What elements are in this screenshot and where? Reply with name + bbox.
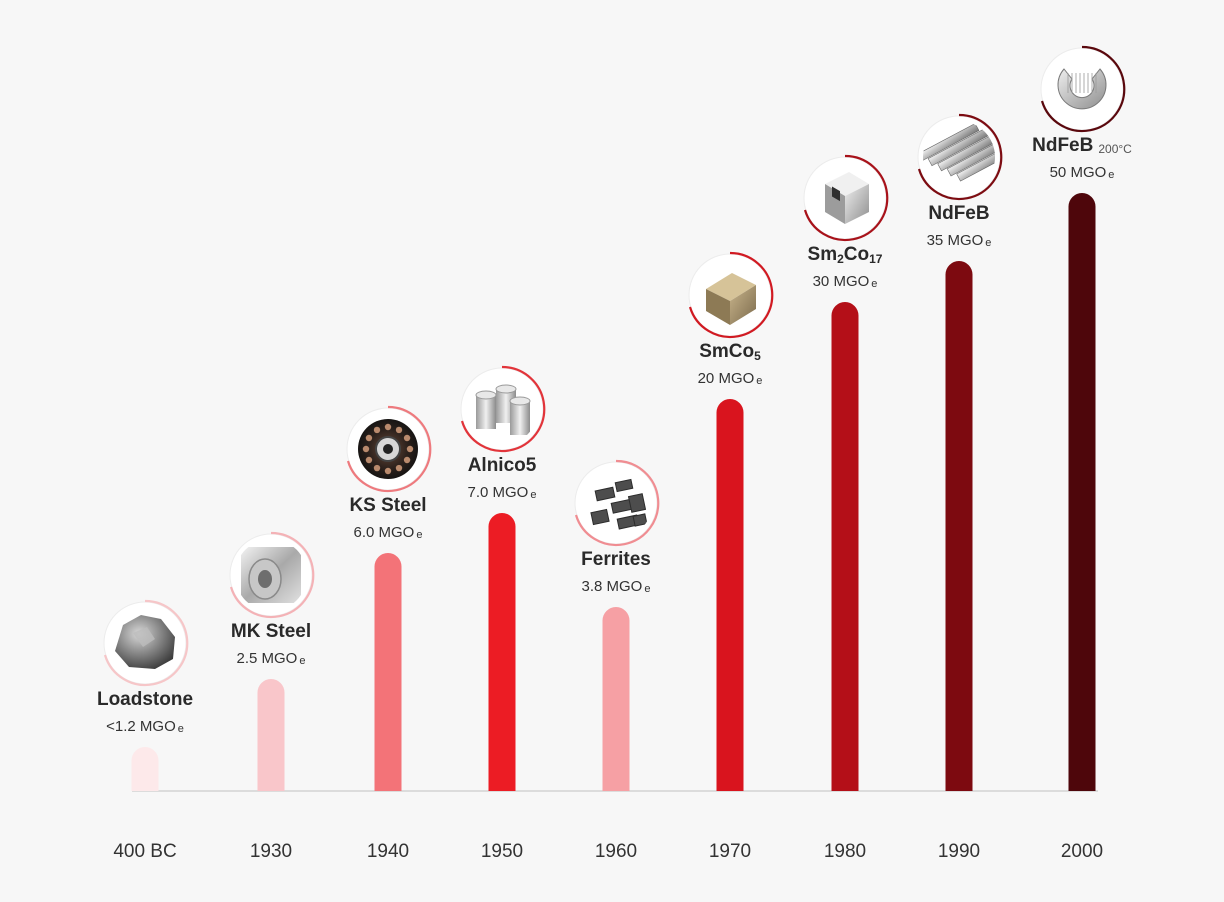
x-tick-label: 1930	[250, 841, 292, 862]
material-name: Loadstone	[97, 689, 193, 710]
material-name: SmCo5	[699, 341, 761, 363]
material-name: NdFeB 200°C	[1032, 135, 1132, 156]
x-tick-label: 1960	[595, 841, 637, 862]
x-tick-label: 400 BC	[113, 841, 176, 862]
value-label: 30 MGO e	[813, 273, 878, 290]
bar-2000	[1068, 193, 1096, 791]
value-label: 6.0 MGO e	[354, 524, 423, 541]
x-tick-label: 1940	[367, 841, 409, 862]
block-magnet-icon	[803, 154, 889, 242]
value-label: 50 MGO e	[1050, 164, 1115, 181]
bar-1960	[602, 607, 630, 791]
steel-coil-icon	[229, 531, 315, 619]
x-tick-label: 1950	[481, 841, 523, 862]
ring-magnet-icon	[346, 405, 432, 493]
value-label: 35 MGO e	[927, 232, 992, 249]
loadstone-rock-icon	[103, 599, 189, 687]
x-tick-label: 1970	[709, 841, 751, 862]
material-name: MK Steel	[231, 621, 311, 642]
bar-magnets-icon	[917, 113, 1003, 201]
bar-1980	[831, 302, 859, 791]
ferrite-pieces-icon	[574, 459, 660, 547]
x-tick-label: 2000	[1061, 841, 1103, 862]
cylinder-magnets-icon	[460, 365, 546, 453]
value-label: 2.5 MGO e	[237, 650, 306, 667]
x-tick-label: 1980	[824, 841, 866, 862]
value-label: <1.2 MGO e	[106, 718, 184, 735]
bar-1990	[945, 261, 973, 791]
bar-1930	[257, 679, 285, 791]
arc-magnet-icon	[1040, 45, 1126, 133]
bar-400-bc	[131, 747, 159, 791]
bar-1970	[716, 399, 744, 791]
material-name: NdFeB	[928, 203, 989, 224]
bar-1950	[488, 513, 516, 791]
value-label: 7.0 MGO e	[468, 484, 537, 501]
value-label: 3.8 MGO e	[582, 578, 651, 595]
material-name: Ferrites	[581, 549, 651, 570]
material-name: KS Steel	[349, 495, 426, 516]
material-name: Sm2Co17	[808, 244, 883, 266]
material-name: Alnico5	[468, 455, 537, 476]
cube-magnet-icon	[688, 251, 774, 339]
value-label: 20 MGO e	[698, 370, 763, 387]
bar-1940	[374, 553, 402, 791]
x-tick-label: 1990	[938, 841, 980, 862]
